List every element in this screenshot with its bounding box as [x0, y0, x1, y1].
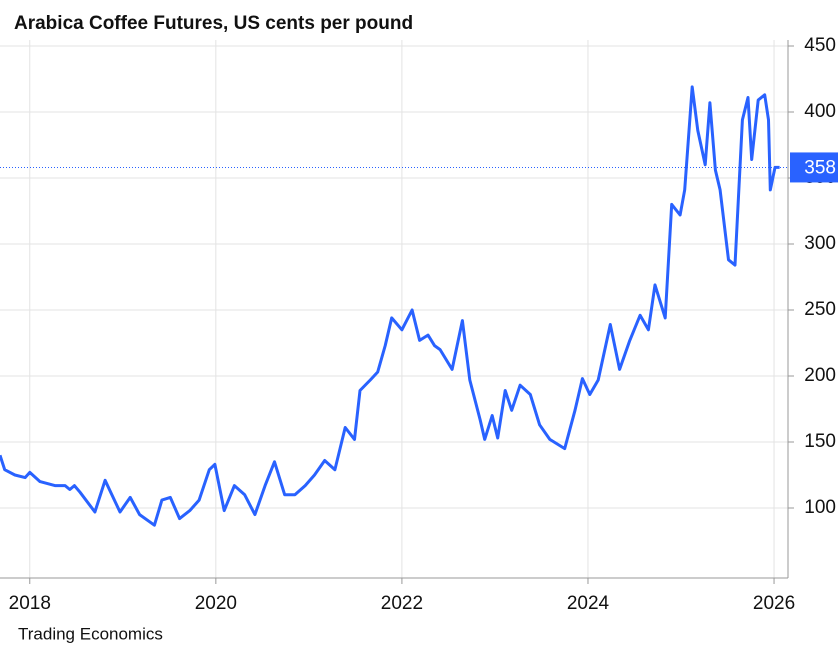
y-tick-label: 250 — [804, 299, 836, 320]
y-tick-label: 200 — [804, 365, 836, 386]
y-tick-label: 150 — [804, 431, 836, 452]
x-tick-label: 2022 — [381, 593, 423, 614]
y-tick-label: 450 — [804, 35, 836, 56]
last-value-box — [790, 152, 838, 183]
x-tick-label: 2020 — [195, 593, 237, 614]
price-line — [0, 85, 780, 527]
chart-title: Arabica Coffee Futures, US cents per pou… — [14, 13, 413, 34]
y-tick-label: 400 — [804, 101, 836, 122]
y-tick-label: 100 — [804, 497, 836, 518]
last-value-label: 358 — [804, 157, 836, 178]
y-tick-label: 300 — [804, 233, 836, 254]
x-tick-label: 2018 — [9, 593, 51, 614]
source: Trading Economics — [18, 624, 163, 643]
x-tick-label: 2026 — [753, 593, 795, 614]
x-tick-label: 2024 — [567, 593, 610, 614]
